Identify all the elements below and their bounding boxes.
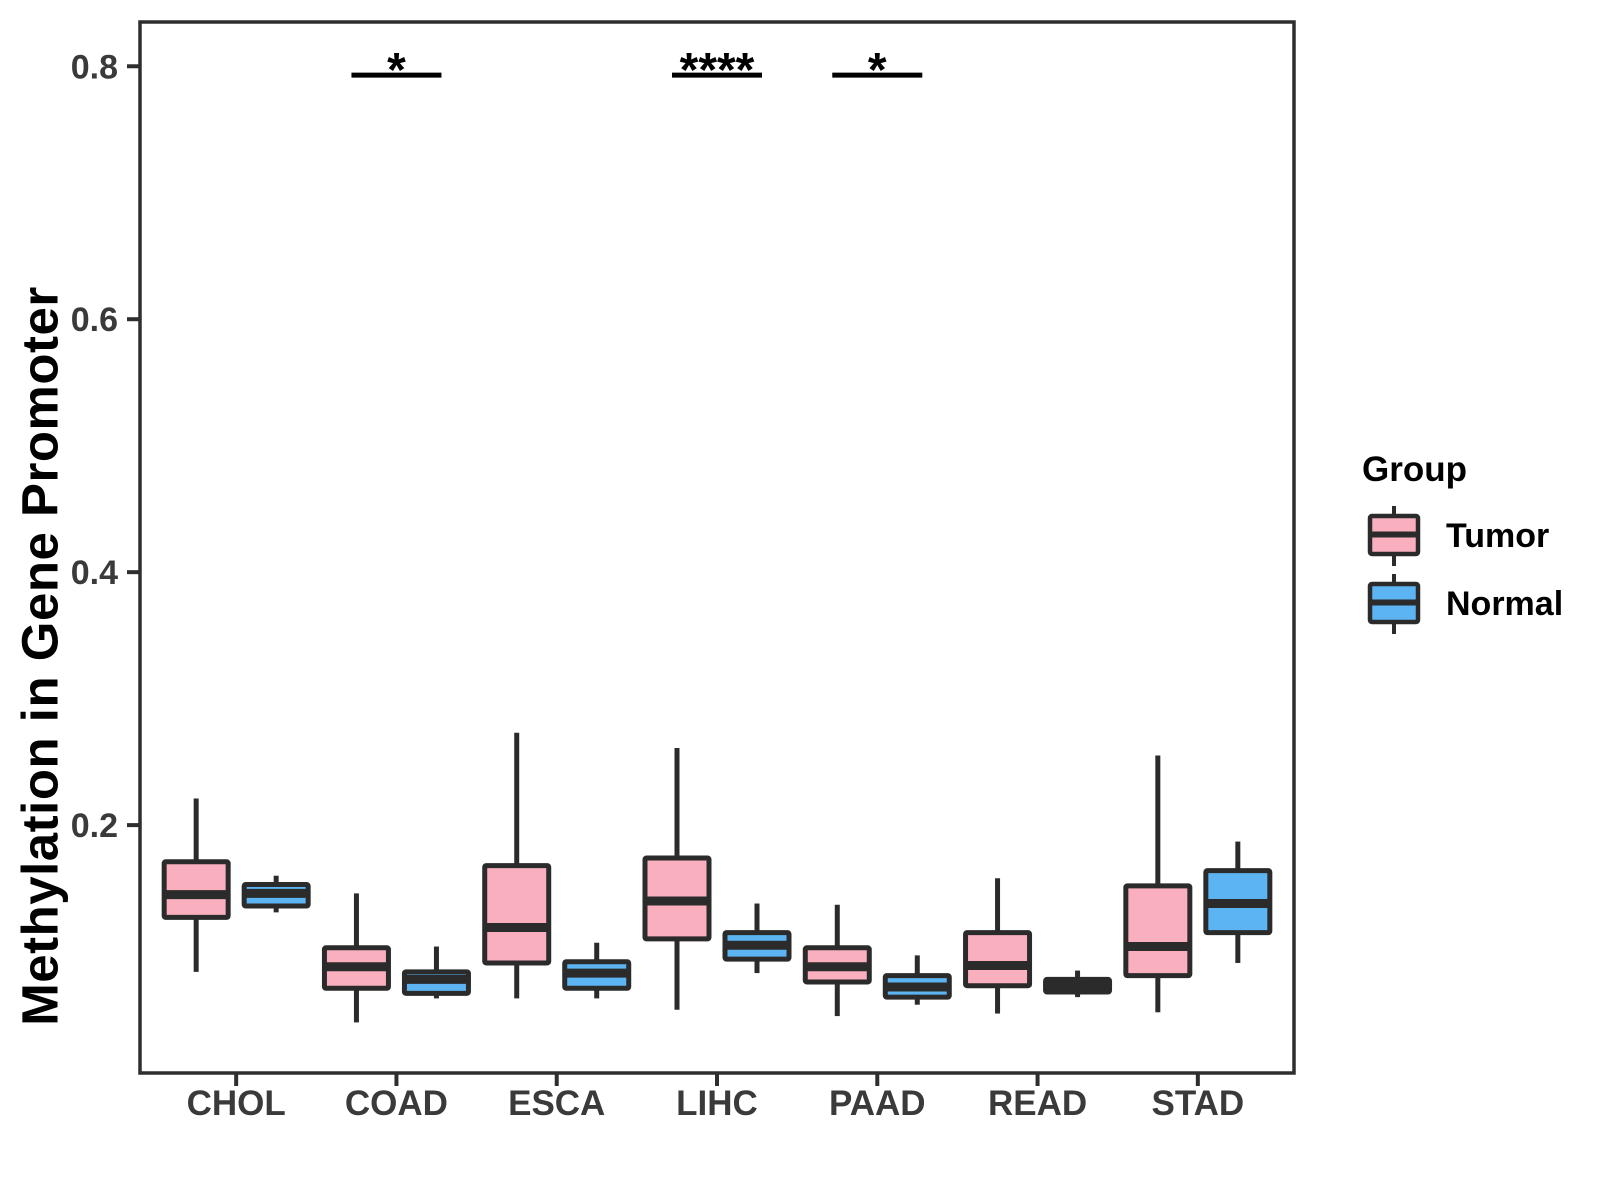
boxplot-coad-normal xyxy=(401,946,471,999)
boxplot-esca-normal xyxy=(562,942,632,999)
boxplot-paad-normal xyxy=(882,955,952,1005)
x-tick-label-lihc: LIHC xyxy=(676,1084,758,1123)
y-tick-label-0.2: 0.2 xyxy=(71,807,118,845)
boxplot-esca-tumor xyxy=(482,732,552,999)
x-tick-label-stad: STAD xyxy=(1151,1084,1244,1123)
box-rect xyxy=(161,859,231,920)
box-rect xyxy=(482,863,552,966)
x-tick-label-esca: ESCA xyxy=(508,1084,605,1123)
y-tick-label-0.4: 0.4 xyxy=(71,554,118,592)
y-tick-label-0.6: 0.6 xyxy=(71,301,118,339)
legend-title: Group xyxy=(1362,450,1467,489)
boxplot-coad-tumor xyxy=(321,893,391,1023)
x-tick-label-read: READ xyxy=(988,1084,1087,1123)
boxplot-read-normal xyxy=(1043,970,1113,998)
boxplot-lihc-normal xyxy=(722,903,792,974)
legend-entry-normal: Normal xyxy=(1360,570,1563,638)
y-tick-label-0.8: 0.8 xyxy=(71,48,118,86)
boxplot-chol-tumor xyxy=(161,798,231,972)
significance-label-paad: * xyxy=(868,44,887,97)
significance-label-lihc: **** xyxy=(680,44,755,97)
boxplot-lihc-tumor xyxy=(642,747,712,1010)
panel-border xyxy=(138,20,1296,1075)
legend: Group Tumor Normal xyxy=(1360,450,1563,638)
legend-label-tumor: Tumor xyxy=(1446,516,1550,555)
x-tick-label-paad: PAAD xyxy=(829,1084,926,1123)
x-tick-label-chol: CHOL xyxy=(187,1084,286,1123)
box-rect xyxy=(963,930,1033,989)
box-rect xyxy=(1123,883,1193,979)
boxplot-paad-tumor xyxy=(802,904,872,1017)
boxplot-chol-normal xyxy=(241,875,311,913)
y-axis-title: Methylation in Gene Promoter xyxy=(11,286,69,1026)
boxplot-read-tumor xyxy=(963,878,1033,1014)
boxplot-stad-normal xyxy=(1203,841,1273,963)
significance-label-coad: * xyxy=(387,44,406,97)
boxplot-stad-tumor xyxy=(1123,755,1193,1013)
legend-entry-tumor: Tumor xyxy=(1360,502,1563,570)
normal-boxplot-key-icon xyxy=(1367,574,1421,634)
legend-label-normal: Normal xyxy=(1446,584,1564,623)
tumor-boxplot-key-icon xyxy=(1367,506,1421,566)
x-tick-label-coad: COAD xyxy=(345,1084,448,1123)
